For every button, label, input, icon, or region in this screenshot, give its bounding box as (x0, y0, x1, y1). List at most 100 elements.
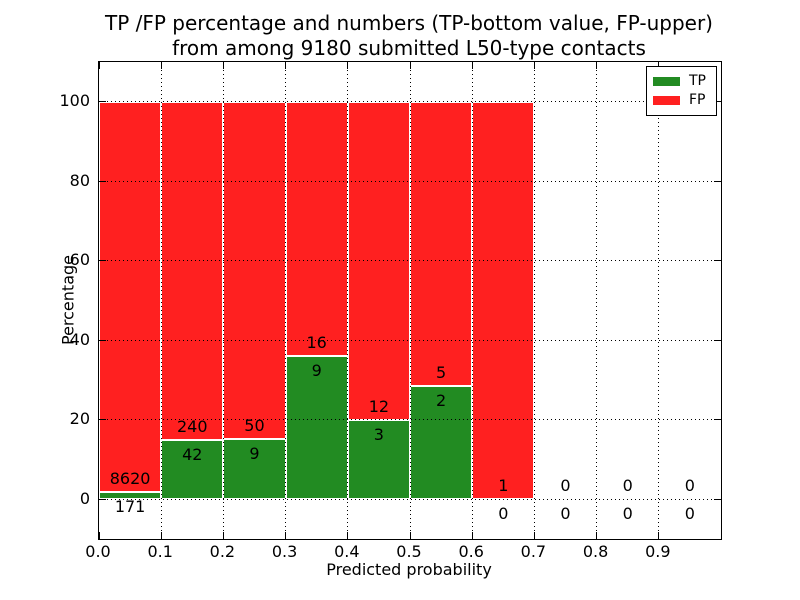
y-tick-mark (99, 498, 106, 500)
x-tick-mark (222, 532, 224, 539)
gridline-vertical (533, 62, 535, 539)
tp-count-label: 0 (560, 504, 571, 524)
tp-bar (410, 385, 473, 500)
chart-title-line2: from among 9180 submitted L50-type conta… (172, 36, 646, 60)
fp-count-label: 50 (244, 415, 265, 435)
fp-bar (223, 101, 286, 439)
fp-color-swatch-icon (653, 96, 680, 105)
chart-title-line1: TP /FP percentage and numbers (TP-bottom… (105, 11, 713, 35)
legend-label-tp: TP (689, 73, 706, 89)
fp-bar (410, 101, 473, 386)
x-tick-label: 0.8 (582, 542, 609, 561)
chart-title: TP /FP percentage and numbers (TP-bottom… (98, 11, 720, 61)
y-tick-mark (714, 180, 721, 182)
y-tick-label: 60 (69, 250, 90, 270)
fp-count-label: 1 (498, 476, 509, 496)
x-tick-mark (596, 532, 598, 539)
x-tick-mark (285, 62, 287, 69)
tp-count-label: 2 (436, 390, 447, 410)
legend-item-fp: FP (653, 92, 711, 109)
x-tick-label: 0.0 (85, 542, 111, 561)
gridline-vertical (160, 62, 162, 539)
fp-count-label: 0 (560, 476, 571, 496)
y-tick-mark (99, 339, 106, 341)
fp-count-label: 8620 (109, 468, 151, 488)
fp-bar (285, 101, 348, 357)
y-tick-mark (714, 498, 721, 500)
y-tick-label: 0 (79, 488, 90, 508)
tp-count-label: 42 (182, 445, 203, 465)
x-tick-label: 0.4 (334, 542, 360, 561)
x-tick-mark (533, 62, 535, 69)
x-tick-mark (409, 62, 411, 69)
y-tick-mark (99, 260, 106, 262)
y-tick-label: 100 (59, 91, 90, 111)
gridline-vertical (347, 62, 349, 539)
x-tick-mark (596, 62, 598, 69)
fp-count-label: 0 (622, 476, 633, 496)
tp-bar (223, 438, 286, 500)
fp-count-label: 12 (368, 396, 390, 416)
gridline-vertical (409, 62, 411, 539)
y-tick-mark (714, 339, 721, 341)
tp-bar (285, 356, 348, 500)
fp-bar (472, 101, 535, 500)
x-tick-label: 0.3 (271, 542, 298, 561)
x-tick-mark (347, 532, 349, 539)
tp-count-label: 171 (114, 496, 146, 516)
tp-count-label: 0 (684, 504, 695, 524)
gridline-vertical (471, 62, 473, 539)
tp-count-label: 3 (373, 424, 384, 444)
y-tick-mark (714, 419, 721, 421)
x-tick-mark (347, 62, 349, 69)
tp-count-label: 0 (498, 504, 509, 524)
gridline-vertical (285, 62, 287, 539)
x-tick-mark (658, 62, 660, 69)
legend: TP FP (646, 66, 717, 116)
fp-count-label: 16 (306, 333, 327, 353)
x-axis-label: Predicted probability (326, 560, 492, 579)
gridline-vertical (658, 62, 660, 539)
x-tick-label: 0.5 (396, 542, 422, 561)
tp-count-label: 9 (249, 443, 260, 463)
x-tick-label: 0.2 (209, 542, 236, 561)
x-tick-mark (160, 62, 162, 69)
x-tick-mark (160, 532, 162, 539)
x-tick-mark (98, 532, 100, 539)
y-tick-label: 80 (69, 170, 90, 190)
legend-label-fp: FP (689, 92, 706, 108)
x-tick-mark (285, 532, 287, 539)
x-tick-label: 0.9 (645, 542, 671, 561)
gridline-vertical (222, 62, 224, 539)
gridline-vertical (596, 62, 598, 539)
x-tick-mark (98, 62, 100, 69)
tp-count-label: 0 (622, 504, 633, 524)
y-tick-mark (714, 101, 721, 103)
tp-bar (161, 440, 224, 500)
x-tick-label: 0.7 (520, 542, 547, 561)
y-tick-label: 40 (69, 329, 90, 349)
x-tick-mark (471, 532, 473, 539)
x-tick-mark (533, 532, 535, 539)
plot-area: 8620 171 240 42 50 9 16 9 12 3 5 2 1 0 0 0 0 0 0 0 (98, 61, 722, 540)
y-tick-mark (99, 419, 106, 421)
y-tick-mark (714, 260, 721, 262)
fp-count-label: 240 (177, 417, 208, 437)
x-tick-mark (471, 62, 473, 69)
y-tick-mark (99, 180, 106, 182)
tp-count-label: 9 (311, 361, 322, 381)
y-tick-label: 20 (69, 409, 90, 429)
x-tick-mark (222, 62, 224, 69)
fp-count-label: 0 (684, 476, 695, 496)
y-tick-mark (99, 101, 106, 103)
fp-bar (99, 101, 162, 492)
fp-count-label: 5 (436, 362, 447, 382)
x-tick-mark (658, 532, 660, 539)
x-tick-mark (409, 532, 411, 539)
x-tick-label: 0.1 (147, 542, 173, 561)
legend-item-tp: TP (653, 73, 711, 90)
x-tick-label: 0.6 (458, 542, 484, 561)
fp-bar (161, 101, 224, 441)
tp-color-swatch-icon (653, 77, 680, 86)
